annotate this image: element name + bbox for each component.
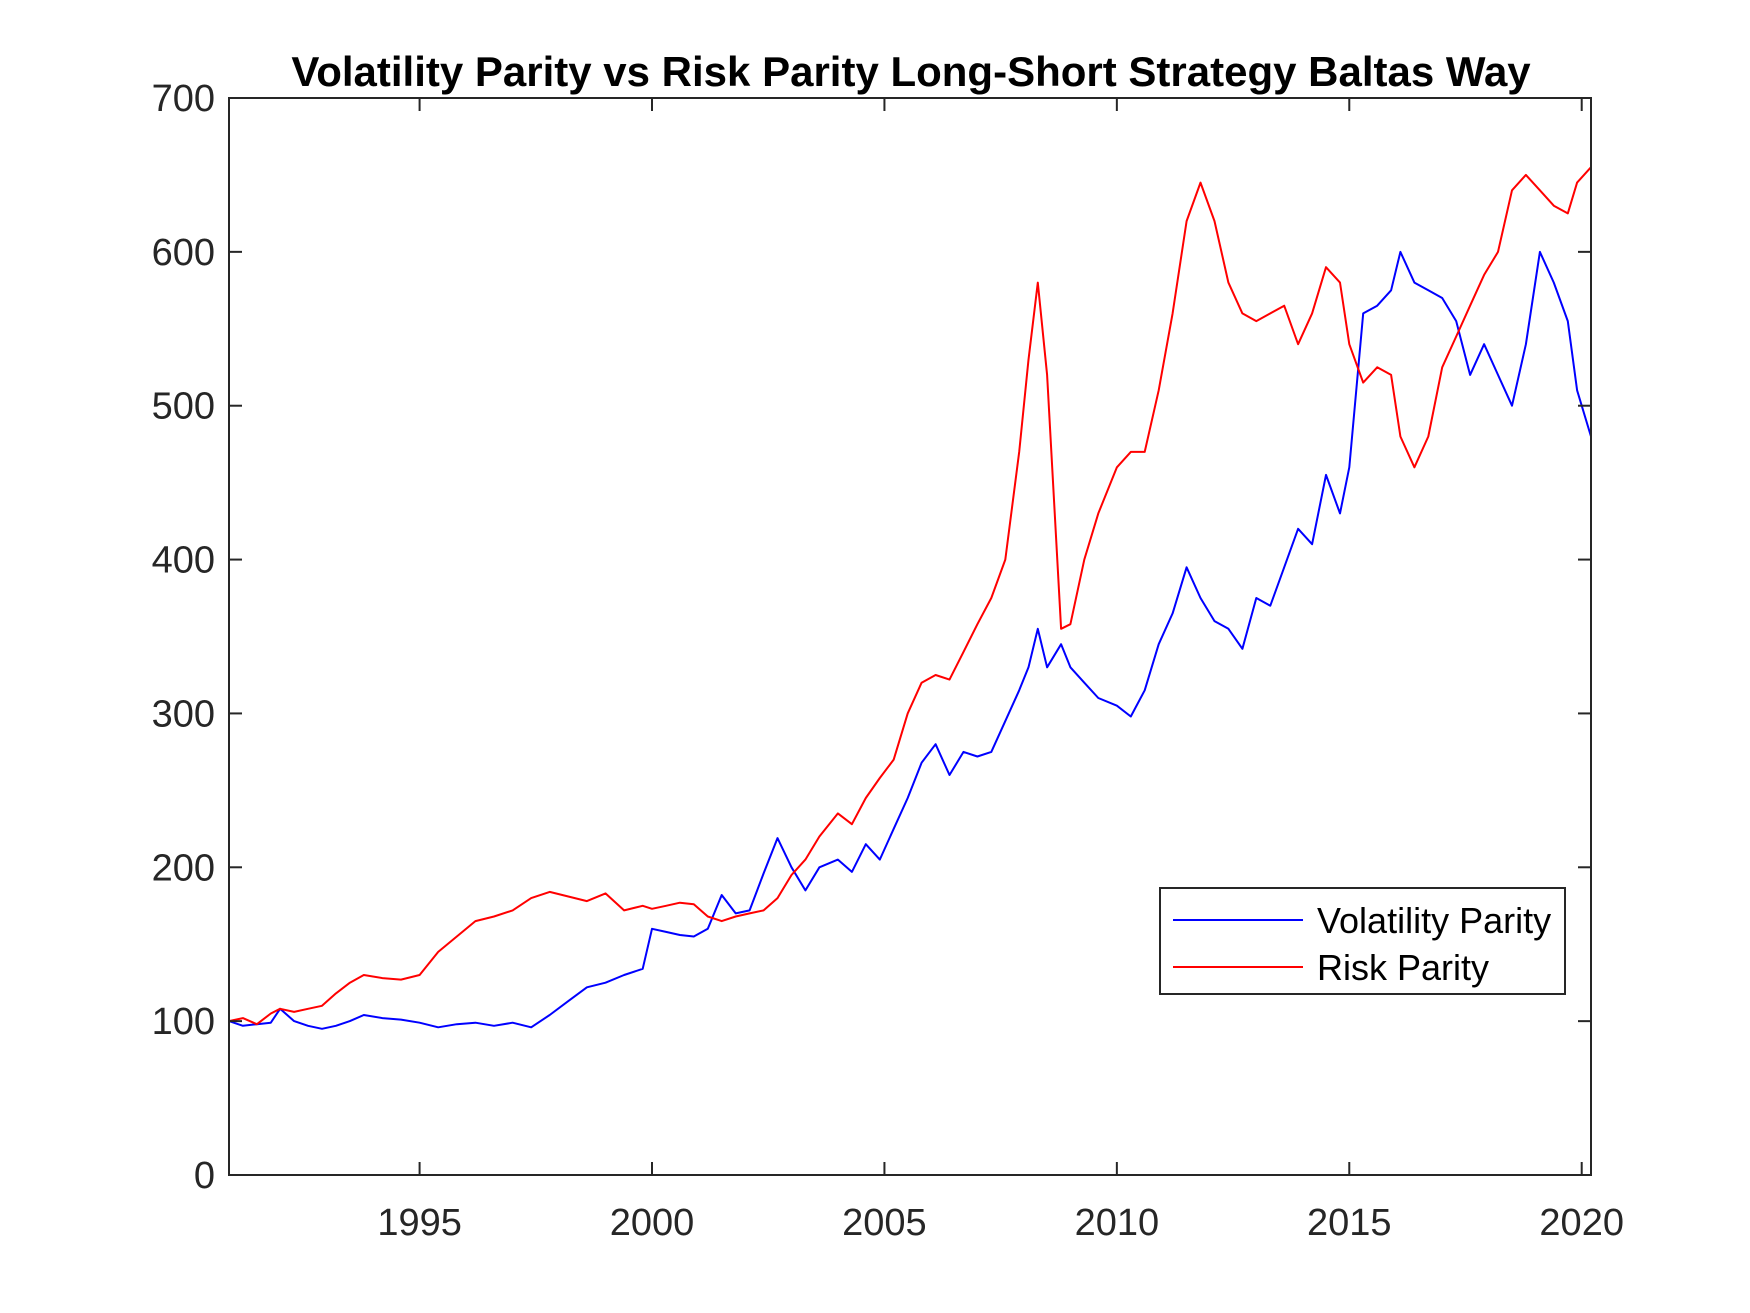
legend-label-1: Volatility Parity xyxy=(1317,900,1551,941)
x-tick-label: 2000 xyxy=(610,1202,695,1244)
x-tick-label: 1995 xyxy=(377,1202,462,1244)
y-tick-label: 300 xyxy=(152,693,215,735)
y-tick-label: 500 xyxy=(152,386,215,428)
y-tick-label: 0 xyxy=(194,1155,215,1197)
x-tick-label: 2010 xyxy=(1075,1202,1160,1244)
y-tick-label: 600 xyxy=(152,232,215,274)
axes-box xyxy=(228,97,1592,1176)
series-line-2 xyxy=(228,166,1592,1026)
x-tick-label: 2005 xyxy=(842,1202,927,1244)
y-tick-label: 200 xyxy=(152,847,215,889)
y-tick-label: 400 xyxy=(152,540,215,582)
chart-title: Volatility Parity vs Risk Parity Long-Sh… xyxy=(291,48,1531,95)
x-tick-label: 2015 xyxy=(1307,1202,1392,1244)
legend-label-2: Risk Parity xyxy=(1317,947,1489,988)
series-line-1 xyxy=(228,250,1592,1030)
y-tick-label: 700 xyxy=(152,78,215,120)
legend-box xyxy=(1159,887,1566,995)
x-tick-label: 2020 xyxy=(1539,1202,1624,1244)
axis-ticks: 0 100 200 300 400 500 600 700 1995 2000 2005 2010 20… xyxy=(152,78,1624,1244)
legend: Volatility Parity Risk Parity xyxy=(1159,887,1566,995)
y-tick-label: 100 xyxy=(152,1001,215,1043)
plot-area xyxy=(228,97,1592,1176)
